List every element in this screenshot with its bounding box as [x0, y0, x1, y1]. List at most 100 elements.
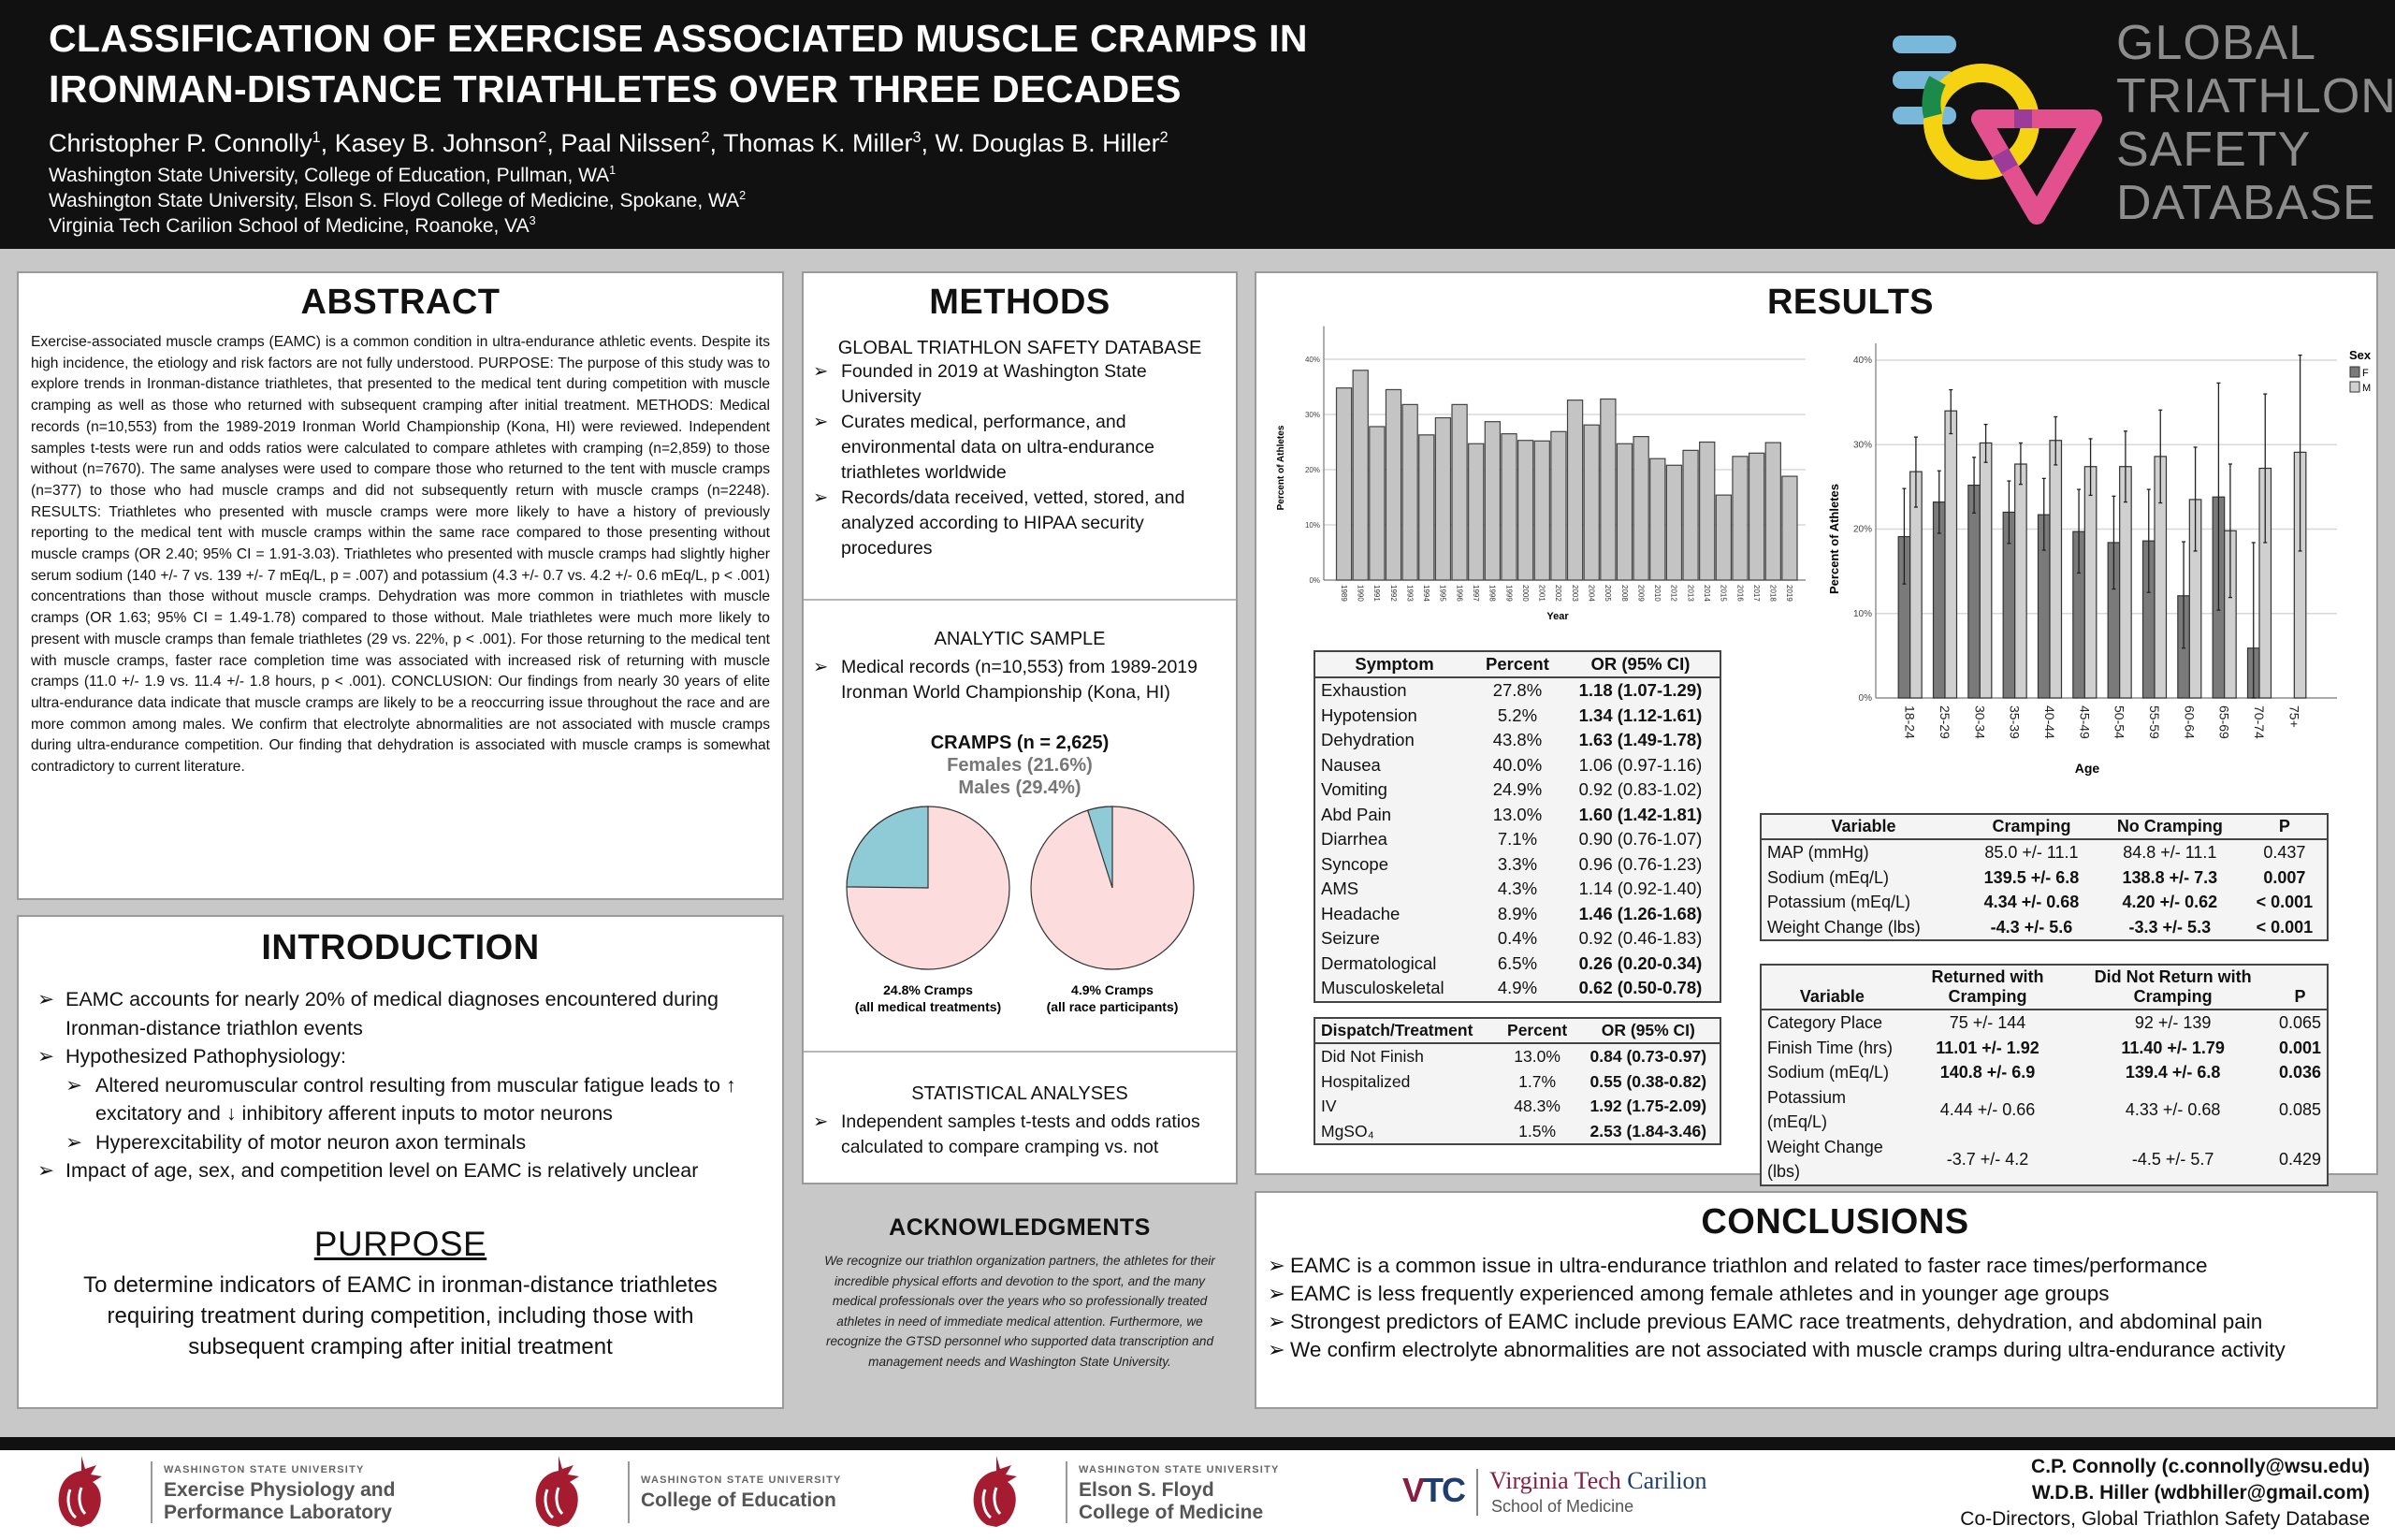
column-header: OR (95% CI)	[1560, 651, 1720, 678]
contact-hiller: W.D.B. Hiller (wdbhiller@gmail.com)	[2031, 1482, 2370, 1504]
vtc-name-part: Carilion	[1627, 1467, 1707, 1494]
table-cell: 1.60 (1.42-1.81)	[1578, 804, 1703, 824]
legend-label: M	[2362, 383, 2371, 394]
column-header: Variable	[1761, 965, 1903, 1010]
bullet-text: Records/data received, vetted, stored, a…	[841, 487, 1185, 559]
x-tick-label: 2000	[1521, 585, 1530, 602]
table-row: MAP (mmHg) 85.0 +/- 11.1 84.8 +/- 11.1 0.43…	[1761, 839, 2328, 865]
bar	[1665, 464, 1683, 581]
pie-label: 24.8% Cramps	[883, 982, 973, 997]
table-cell: 3.3%	[1497, 853, 1538, 874]
conclusions-bullets: EAMC is a common issue in ultra-enduranc…	[1268, 1252, 2365, 1364]
introduction-bullets: EAMC accounts for nearly 20% of medical …	[37, 985, 763, 1185]
author-affiliation-sup: 2	[701, 129, 710, 146]
bullet-text: EAMC is less frequently experienced amon…	[1290, 1282, 2110, 1305]
row-label: Category Place	[1767, 1013, 1883, 1032]
table-row: Category Place 75 +/- 144 92 +/- 139 0.065	[1761, 1010, 2328, 1036]
methods-panel: METHODS GLOBAL TRIATHLON SAFETY DATABASE…	[802, 271, 1238, 1184]
bar	[1369, 426, 1386, 581]
bullet-text: Hypothesized Pathophysiology:	[65, 1045, 346, 1068]
table-row: Headache 8.9% 1.46 (1.26-1.68)	[1314, 902, 1720, 927]
column-header: Percent	[1497, 1018, 1577, 1044]
bar	[1418, 434, 1435, 581]
bar	[1699, 441, 1716, 581]
x-tick-label: 1995	[1439, 585, 1447, 602]
y-tick-label: 30%	[1853, 440, 1872, 450]
stats-bullets: Independent samples t-tests and odds rat…	[813, 1110, 1229, 1160]
row-label: Weight Change (lbs)	[1767, 1137, 1883, 1182]
cramps-by-year-chart: 0% 10% 20% 30% 40% 1989 1990 1991 1992 1993 1994 19…	[1276, 326, 1806, 622]
table-row: AMS 4.3% 1.14 (0.92-1.40)	[1314, 877, 1720, 902]
pie-sublabel: (all race participants)	[1047, 999, 1179, 1014]
table-cell: 13.0%	[1492, 804, 1543, 824]
bullet-text: Medical records (n=10,553) from 1989-201…	[841, 657, 1198, 703]
conclusion-bullet: EAMC is less frequently experienced amon…	[1268, 1280, 2365, 1308]
introduction-panel: INTRODUCTION EAMC accounts for nearly 20…	[17, 915, 784, 1409]
table-row: MgSO₄ 1.5% 2.53 (1.84-3.46)	[1314, 1119, 1720, 1145]
intro-bullet: EAMC accounts for nearly 20% of medical …	[37, 985, 763, 1042]
row-label: Headache	[1321, 903, 1401, 923]
row-label: MAP (mmHg)	[1767, 843, 1869, 862]
bar	[1781, 475, 1798, 581]
y-tick-label: 30%	[1305, 411, 1320, 419]
row-label: Finish Time (hrs)	[1767, 1038, 1894, 1057]
author: Kasey B. Johnson	[334, 129, 539, 157]
table-header-row: Dispatch/Treatment Percent OR (95% CI)	[1314, 1018, 1720, 1044]
column-header: Dispatch/Treatment	[1314, 1018, 1498, 1044]
unit-name-line1: Elson S. Floyd	[1079, 1479, 1214, 1501]
table-row: Nausea 40.0% 1.06 (0.97-1.16)	[1314, 753, 1720, 778]
gtsd-bullets: Founded in 2019 at Washington State Univ…	[813, 359, 1225, 561]
author-separator: ,	[709, 129, 723, 157]
x-axis-title: Year	[1546, 611, 1569, 622]
x-tick-label: 2010	[1653, 585, 1662, 602]
table-cell: 0.085	[2278, 1099, 2321, 1119]
table-cell: 4.33 +/- 0.68	[2125, 1099, 2221, 1119]
table-cell: 27.8%	[1492, 680, 1543, 700]
logo-line: DATABASE	[2116, 176, 2376, 230]
table-header-row: Symptom Percent OR (95% CI)	[1314, 651, 1720, 678]
y-tick-label: 20%	[1853, 525, 1872, 535]
table-cell: 1.34 (1.12-1.61)	[1578, 705, 1703, 725]
column-header: OR (95% CI)	[1576, 1018, 1720, 1044]
table-cell: 24.9%	[1492, 779, 1543, 799]
table-cell: 43.8%	[1492, 730, 1543, 749]
y-tick-label: 20%	[1305, 466, 1320, 474]
table-row: Hospitalized 1.7% 0.55 (0.38-0.82)	[1314, 1069, 1720, 1095]
y-tick-label: 40%	[1853, 356, 1872, 366]
logo-line: TRIATHLON	[2116, 69, 2395, 123]
x-tick-label: 40-44	[2042, 705, 2057, 739]
table-cell: 75 +/- 144	[1949, 1013, 2026, 1032]
gtsd-logo-icon	[1893, 36, 2102, 225]
bar	[1550, 430, 1567, 581]
x-tick-label: 75+	[2286, 705, 2301, 728]
affiliation-sup: 1	[609, 164, 617, 177]
x-tick-label: 35-39	[2008, 705, 2023, 739]
table-cell: 1.63 (1.49-1.78)	[1578, 730, 1703, 749]
table-cell: 140.8 +/- 6.9	[1939, 1063, 2036, 1082]
x-tick-label: 1996	[1455, 585, 1463, 602]
author: Christopher P. Connolly	[49, 129, 312, 157]
affiliation-text: Virginia Tech Carilion School of Medicin…	[49, 215, 530, 237]
table-cell: < 0.001	[2256, 893, 2314, 911]
table-cell: 0.92 (0.83-1.02)	[1578, 779, 1703, 799]
intro-sub-bullet: Altered neuromuscular control resulting …	[65, 1071, 763, 1128]
x-tick-label: 18-24	[1903, 705, 1918, 739]
table-cell: 0.036	[2278, 1063, 2321, 1082]
logo-divider	[151, 1461, 152, 1523]
x-tick-label: 2013	[1686, 585, 1694, 602]
bar	[1434, 416, 1452, 581]
affiliation-1: Washington State University, College of …	[49, 165, 616, 187]
bullet-text: We confirm electrolyte abnormalities are…	[1290, 1338, 2286, 1361]
row-label: Dermatological	[1321, 952, 1437, 973]
wsu-cougar-logo-icon	[973, 1456, 1017, 1527]
table-cell: 6.5%	[1497, 952, 1538, 973]
x-tick-label: 1990	[1356, 585, 1364, 602]
x-tick-label: 30-34	[1972, 705, 1987, 739]
cramps-title: CRAMPS (n = 2,625)	[930, 733, 1110, 753]
footer-divider-bar	[0, 1437, 2395, 1450]
table-cell: 4.44 +/- 0.66	[1939, 1099, 2036, 1119]
column-header: P	[2242, 814, 2328, 840]
bullet-text: Founded in 2019 at Washington State Univ…	[841, 361, 1147, 407]
x-tick-label: 2009	[1636, 585, 1645, 602]
table-cell: 0.90 (0.76-1.07)	[1578, 829, 1703, 849]
